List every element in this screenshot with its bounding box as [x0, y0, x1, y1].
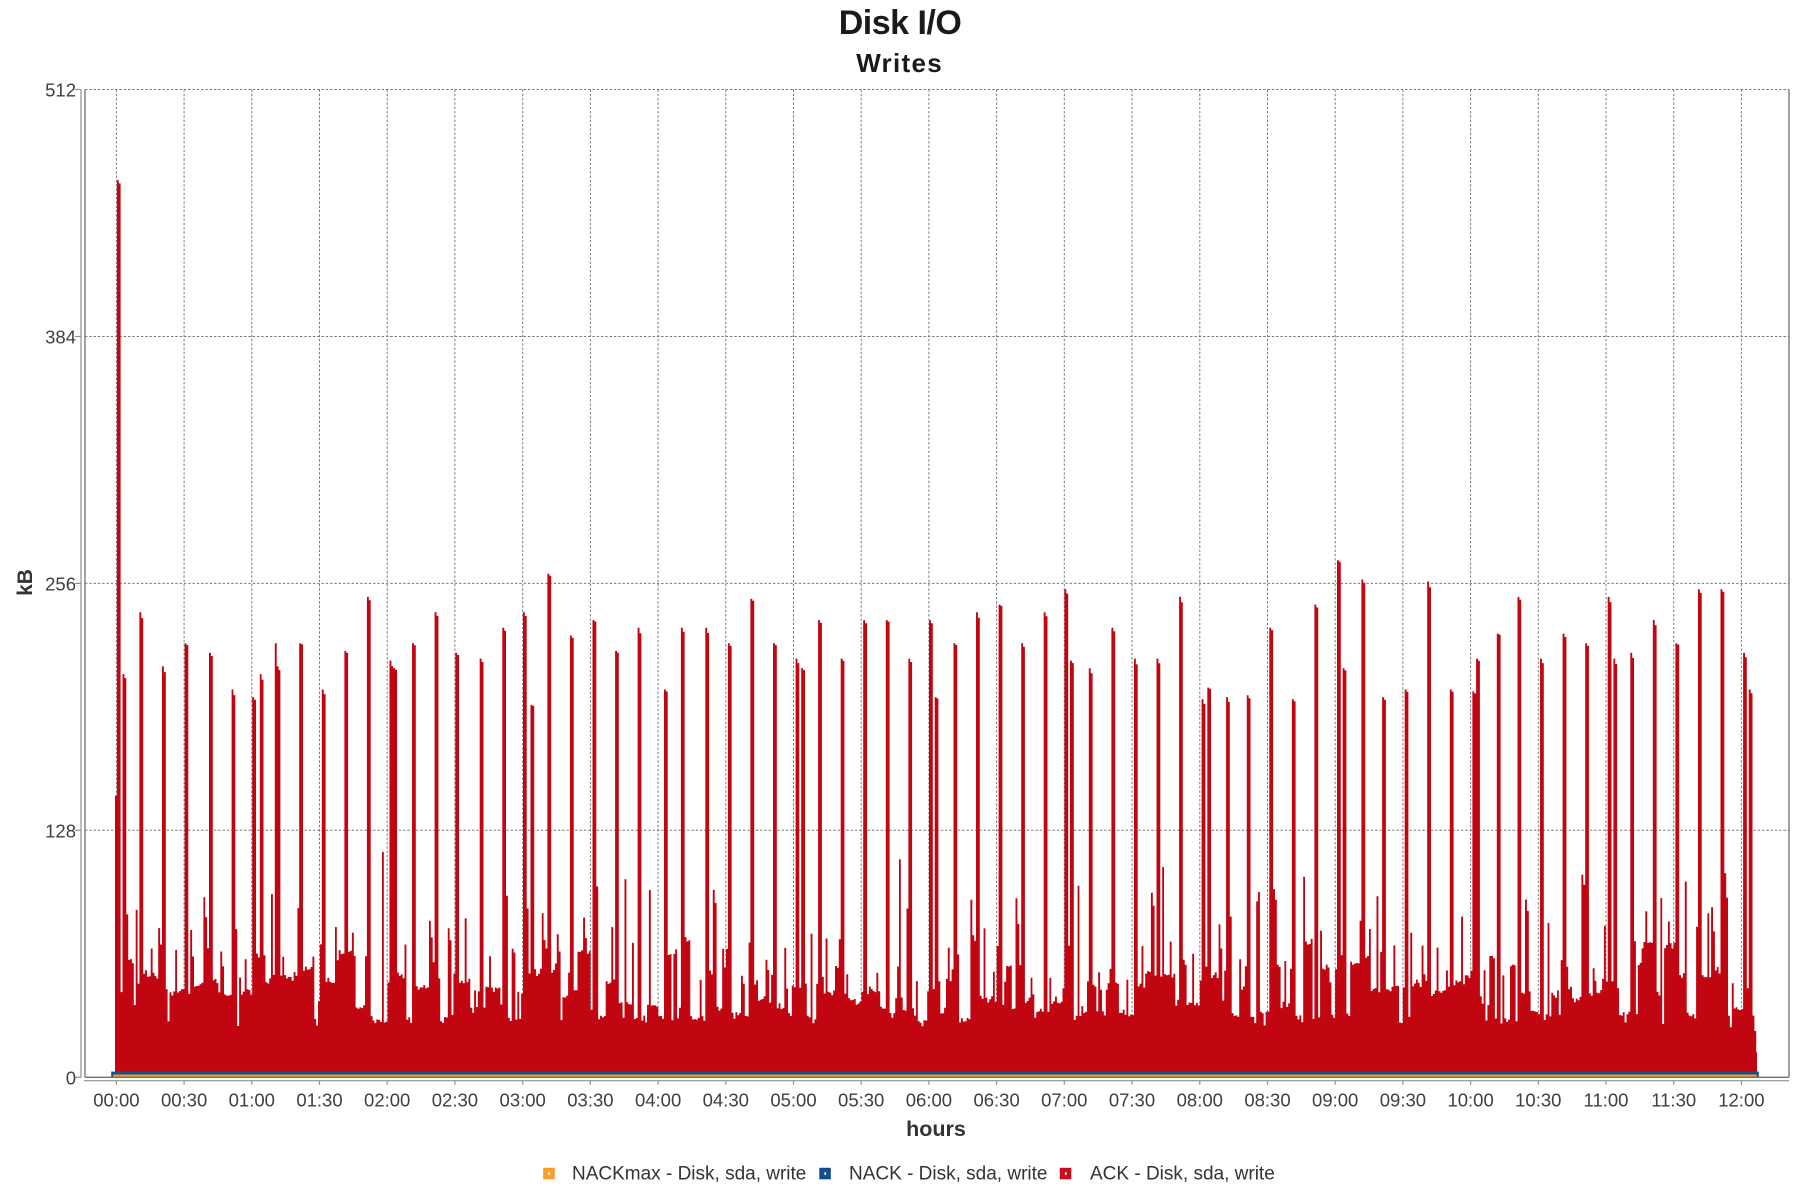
svg-text:06:00: 06:00 — [906, 1089, 952, 1110]
svg-text:NACKmax - Disk, sda, write: NACKmax - Disk, sda, write — [572, 1164, 806, 1185]
svg-text:hours: hours — [906, 1117, 966, 1141]
svg-text:08:00: 08:00 — [1177, 1089, 1223, 1110]
svg-text:04:30: 04:30 — [703, 1089, 749, 1110]
svg-text:11:00: 11:00 — [1584, 1089, 1629, 1110]
svg-text:256: 256 — [45, 573, 76, 594]
svg-text:01:30: 01:30 — [296, 1089, 342, 1110]
svg-text:0: 0 — [66, 1067, 76, 1088]
svg-text:03:30: 03:30 — [567, 1089, 613, 1110]
svg-text:08:30: 08:30 — [1244, 1089, 1290, 1110]
svg-text:512: 512 — [45, 80, 76, 101]
svg-text:04:00: 04:00 — [635, 1089, 681, 1110]
svg-text:09:30: 09:30 — [1380, 1089, 1426, 1110]
svg-text:11:30: 11:30 — [1651, 1089, 1696, 1110]
svg-text:06:30: 06:30 — [973, 1089, 1019, 1110]
svg-text:NACK - Disk, sda, write: NACK - Disk, sda, write — [849, 1164, 1047, 1185]
svg-text:02:30: 02:30 — [432, 1089, 478, 1110]
svg-text:03:00: 03:00 — [500, 1089, 546, 1110]
svg-text:10:30: 10:30 — [1515, 1089, 1561, 1110]
svg-text:05:30: 05:30 — [838, 1089, 884, 1110]
svg-text:ACK - Disk, sda, write: ACK - Disk, sda, write — [1090, 1164, 1275, 1185]
svg-text:02:00: 02:00 — [364, 1089, 410, 1110]
svg-text:07:30: 07:30 — [1109, 1089, 1155, 1110]
svg-text:05:00: 05:00 — [770, 1089, 816, 1110]
svg-text:128: 128 — [45, 820, 76, 841]
svg-text:kB: kB — [14, 569, 37, 596]
svg-text:Disk I/O: Disk I/O — [839, 4, 962, 42]
svg-text:00:00: 00:00 — [93, 1089, 139, 1110]
svg-text:384: 384 — [45, 327, 76, 348]
svg-text:07:00: 07:00 — [1041, 1089, 1087, 1110]
svg-text:00:30: 00:30 — [161, 1089, 207, 1110]
svg-text:10:00: 10:00 — [1447, 1089, 1493, 1110]
svg-text:09:00: 09:00 — [1312, 1089, 1358, 1110]
svg-text:Writes: Writes — [856, 48, 943, 78]
svg-text:12:00: 12:00 — [1718, 1089, 1764, 1110]
svg-text:01:00: 01:00 — [229, 1089, 275, 1110]
